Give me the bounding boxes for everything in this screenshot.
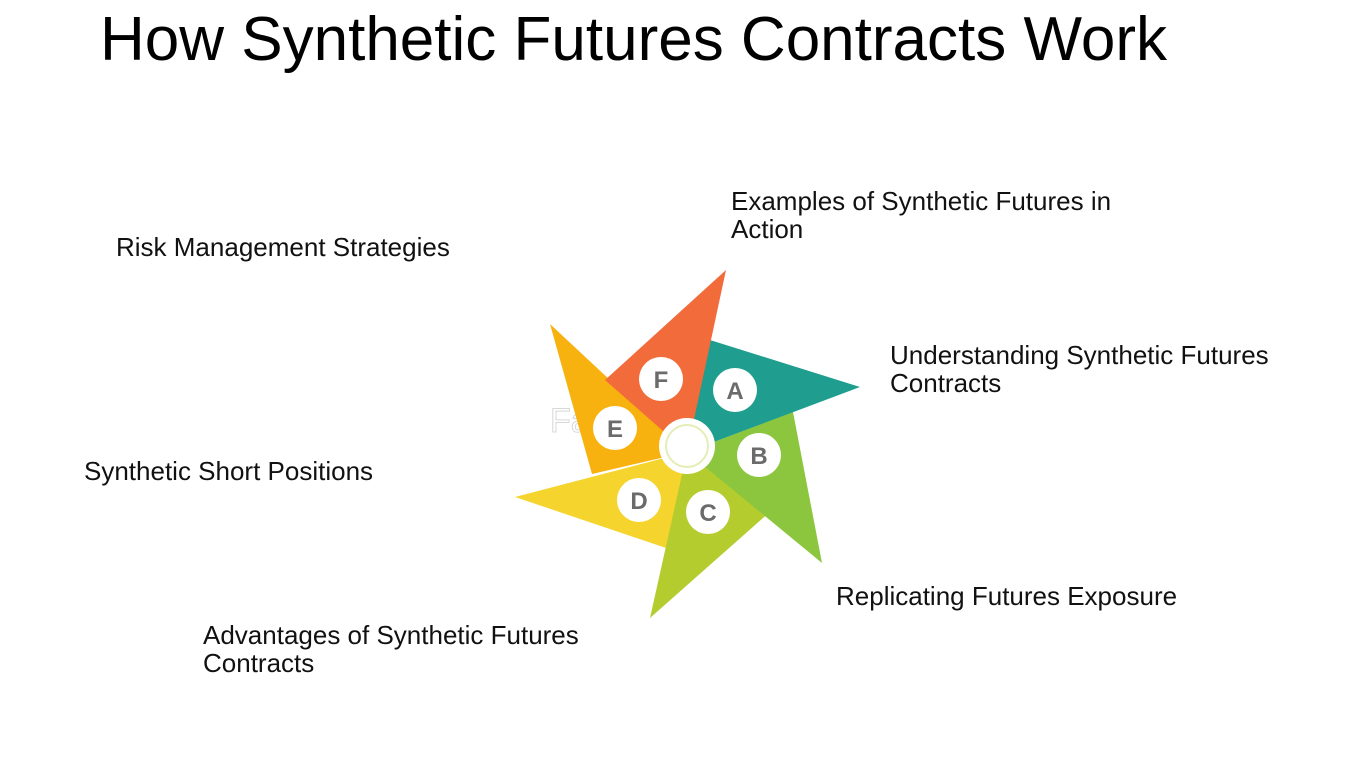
badge-e: E <box>593 406 637 450</box>
label-a: Understanding Synthetic Futures Contract… <box>890 340 1269 398</box>
badge-e-letter: E <box>607 416 623 443</box>
badge-a-letter: A <box>726 378 743 405</box>
badge-c: C <box>686 490 730 534</box>
center-ring-stroke <box>665 424 709 468</box>
center-ring-inner <box>665 424 709 468</box>
badge-f: F <box>639 357 683 401</box>
page-title: How Synthetic Futures Contracts Work <box>100 5 1167 74</box>
label-b: Replicating Futures Exposure <box>836 581 1178 611</box>
label-d: Synthetic Short Positions <box>84 456 374 486</box>
badge-a: A <box>713 368 757 412</box>
badge-c-letter: C <box>699 500 716 527</box>
badge-d: D <box>617 478 661 522</box>
petal-d <box>515 452 687 550</box>
badge-f-letter: F <box>654 367 669 394</box>
badge-b-letter: B <box>750 443 767 470</box>
label-c: Advantages of Synthetic Futures Contract… <box>203 620 579 678</box>
badge-d-letter: D <box>630 488 647 515</box>
label-e: Risk Management Strategies <box>116 232 450 262</box>
petal-e <box>550 324 687 474</box>
label-f: Examples of Synthetic Futures in Action <box>731 186 1112 244</box>
badge-b: B <box>737 433 781 477</box>
petal-b <box>687 412 822 563</box>
petal-a <box>687 340 860 452</box>
